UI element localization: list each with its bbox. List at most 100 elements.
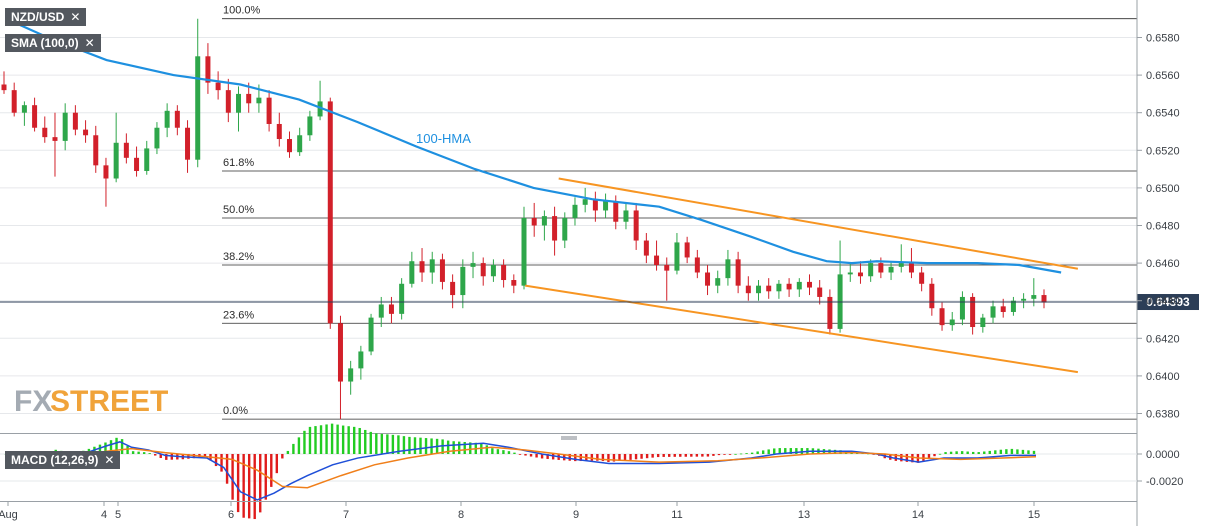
macd-tag: MACD (12,26,9) ✕: [5, 451, 121, 469]
macd-histogram-bar: [750, 452, 754, 454]
candle-body: [847, 272, 853, 275]
candlestick-series: [1, 18, 1047, 420]
macd-histogram-bar: [645, 454, 649, 459]
macd-histogram-bar: [115, 437, 118, 454]
candle-body: [603, 201, 609, 211]
candle-body: [388, 304, 394, 314]
candle-body: [796, 281, 802, 290]
candle-body: [317, 101, 323, 117]
y-tick-label: 0.6460: [1146, 258, 1180, 270]
candle-body: [1000, 306, 1006, 312]
fib-label: 0.0%: [223, 405, 248, 417]
candle-body: [11, 90, 17, 113]
candle-body: [215, 82, 221, 91]
channel-lower-line: [525, 284, 1079, 374]
candle-body: [817, 287, 823, 297]
macd-histogram-bar: [369, 431, 372, 454]
macd-histogram-bar: [618, 454, 621, 461]
macd-histogram-bar: [723, 454, 726, 455]
x-tick-label: 4: [101, 509, 107, 521]
candle-body: [450, 281, 456, 296]
y-tick-label: 0.6440: [1146, 296, 1180, 308]
candle-body: [562, 217, 568, 241]
candle-body: [745, 285, 751, 294]
panel-resize-handle[interactable]: [561, 436, 577, 440]
macd-histogram-bar: [469, 442, 472, 454]
macd-histogram-bar: [458, 441, 461, 454]
macd-histogram-bar: [242, 454, 245, 518]
macd-histogram-bar: [540, 454, 544, 459]
macd-histogram-bar: [341, 425, 345, 454]
fibonacci-levels: 100.0% 61.8% 50.0% 38.2% 23.6% 0.0%: [222, 5, 1137, 420]
x-tick-label: 11: [671, 509, 682, 521]
macd-histogram-bar: [259, 454, 262, 513]
macd-histogram-bar: [126, 446, 129, 454]
candle-body: [643, 240, 649, 256]
macd-histogram-bar: [911, 454, 914, 463]
close-icon[interactable]: ✕: [104, 453, 115, 467]
macd-histogram-bar: [441, 439, 444, 454]
candle-body: [419, 261, 425, 273]
macd-histogram-bar: [607, 454, 610, 462]
macd-histogram-bar: [518, 454, 522, 455]
macd-histogram-bar: [800, 448, 804, 454]
macd-histogram-bar: [960, 451, 964, 454]
macd-histogram-bar: [761, 450, 765, 454]
macd-histogram-bar: [1021, 449, 1025, 454]
macd-histogram-bar: [977, 452, 980, 454]
macd-histogram-bar: [159, 454, 162, 459]
macd-histogram-bar: [944, 452, 947, 454]
macd-histogram-bar: [502, 450, 505, 454]
macd-histogram-bar: [574, 454, 577, 462]
close-icon[interactable]: ✕: [70, 10, 81, 24]
macd-histogram-bar: [297, 437, 301, 454]
macd-histogram-bar: [535, 454, 538, 458]
macd-histogram-bar: [386, 434, 389, 454]
candle-body: [439, 259, 445, 282]
macd-histogram-bar: [148, 453, 151, 454]
candle-body: [990, 306, 996, 318]
candle-body: [684, 242, 690, 258]
macd-histogram-bar: [292, 443, 295, 454]
candle-body: [490, 264, 496, 277]
macd-tick-label: 0.0000: [1146, 449, 1180, 461]
macd-histogram-bar: [1032, 450, 1036, 454]
fib-label: 23.6%: [223, 309, 254, 321]
macd-histogram-bar: [308, 426, 312, 454]
macd-histogram-bar: [452, 441, 455, 454]
macd-line: [5, 441, 1036, 501]
candle-body: [878, 263, 884, 273]
candle-body: [572, 204, 578, 218]
candle-body: [654, 255, 660, 265]
macd-histogram-bar: [988, 450, 991, 454]
macd-histogram-bar: [966, 451, 969, 454]
macd-histogram-bar: [701, 454, 704, 457]
macd-histogram-bar: [612, 454, 616, 462]
candle-body: [327, 101, 333, 324]
candle-body: [144, 148, 150, 171]
y-tick-label: 0.6560: [1146, 70, 1180, 82]
candle-body: [1031, 295, 1037, 299]
macd-histogram-bar: [717, 454, 721, 456]
hma-line: [5, 17, 1062, 274]
macd-histogram-bar: [220, 454, 223, 472]
candle-body: [531, 217, 537, 226]
candle-body: [664, 264, 670, 271]
candle-body: [521, 217, 527, 286]
macd-histogram-bar: [1016, 449, 1019, 454]
candle-body: [908, 263, 914, 273]
candle-body: [674, 242, 680, 271]
candle-body: [164, 110, 170, 128]
macd-histogram-bar: [402, 436, 406, 454]
macd-histogram-bar: [408, 436, 411, 454]
macd-histogram-bar: [590, 454, 594, 461]
x-tick-label: 6: [228, 509, 234, 521]
candle-body: [725, 259, 731, 279]
macd-histogram-bar: [419, 437, 422, 454]
close-icon[interactable]: ✕: [84, 36, 95, 50]
macd-histogram-bar: [983, 451, 986, 454]
symbol-label: NZD/USD: [11, 10, 65, 24]
candle-body: [276, 123, 282, 140]
candle-body: [613, 201, 619, 222]
candle-body: [756, 285, 762, 294]
